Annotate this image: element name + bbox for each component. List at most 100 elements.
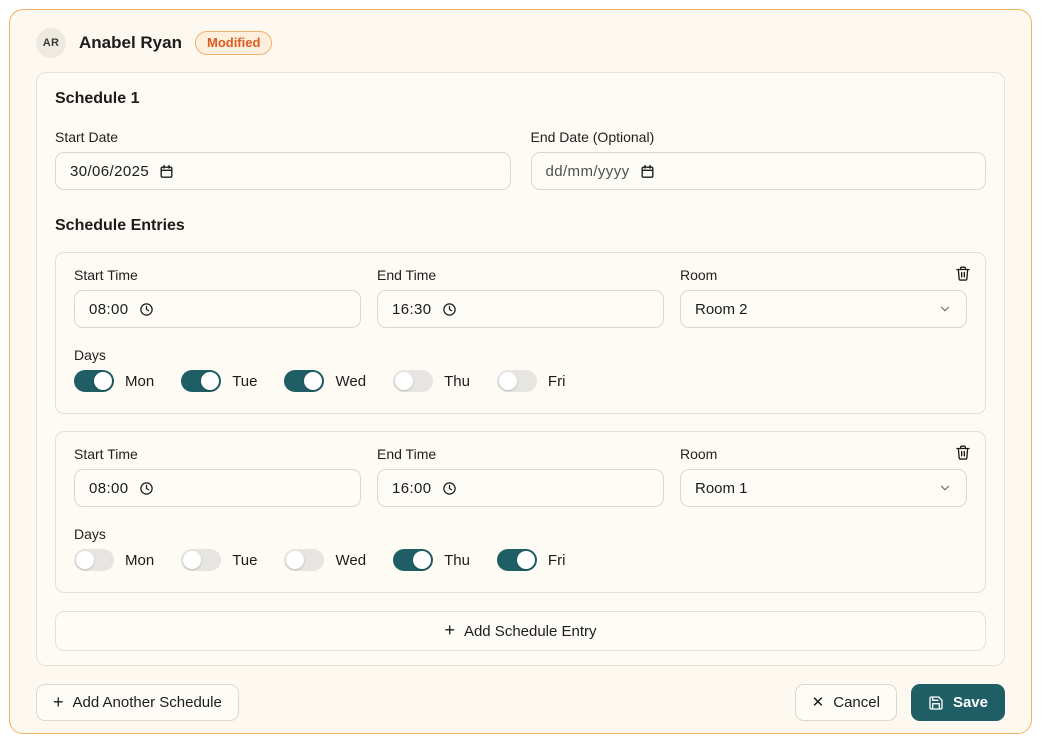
- add-schedule-entry-button[interactable]: + Add Schedule Entry: [55, 611, 986, 651]
- end-time-value: 16:30: [392, 300, 432, 318]
- footer-actions: + Add Another Schedule ✕ Cancel Save: [36, 684, 1005, 721]
- days-block: Days Mon Tue Wed: [74, 526, 967, 571]
- start-time-value: 08:00: [89, 300, 129, 318]
- toggle-switch[interactable]: [181, 370, 222, 392]
- delete-entry-button[interactable]: [952, 262, 974, 285]
- day-toggle-mon[interactable]: Mon: [74, 370, 154, 392]
- toggle-switch[interactable]: [74, 370, 114, 392]
- chevron-down-icon: [938, 302, 952, 316]
- cancel-label: Cancel: [833, 694, 880, 711]
- room-select[interactable]: Room 2: [680, 290, 967, 328]
- day-toggle-mon[interactable]: Mon: [74, 549, 154, 571]
- day-toggle-label: Fri: [547, 551, 566, 569]
- start-time-field-group: Start Time 08:00: [74, 267, 361, 328]
- toggle-switch[interactable]: [393, 370, 434, 392]
- clock-icon[interactable]: [442, 302, 457, 317]
- end-date-placeholder: dd/mm/yyyy: [545, 162, 630, 180]
- day-toggle-label: Tue: [232, 551, 258, 569]
- add-schedule-entry-label: Add Schedule Entry: [463, 622, 597, 640]
- start-date-label: Start Date: [55, 129, 119, 145]
- save-button[interactable]: Save: [910, 684, 1005, 721]
- toggle-switch[interactable]: [181, 549, 222, 571]
- toggle-switch[interactable]: [74, 549, 114, 571]
- day-toggle-label: Wed: [335, 372, 367, 390]
- start-date-value: 30/06/2025: [70, 162, 150, 180]
- entry-fields-row: Start Time 08:00 End Time 16:30: [74, 267, 967, 328]
- calendar-icon[interactable]: [640, 164, 655, 179]
- start-time-field-group: Start Time 08:00: [74, 446, 361, 507]
- trash-icon: [955, 266, 971, 285]
- clock-icon[interactable]: [139, 481, 154, 496]
- end-time-field-group: End Time 16:30: [377, 267, 664, 328]
- end-time-label: End Time: [377, 267, 437, 283]
- room-select[interactable]: Room 1: [680, 469, 967, 507]
- dates-row: Start Date 30/06/2025 End Date (Optional…: [55, 129, 986, 190]
- end-time-input[interactable]: 16:30: [377, 290, 664, 328]
- day-toggle-thu[interactable]: Thu: [393, 549, 470, 571]
- add-another-schedule-label: Add Another Schedule: [72, 694, 222, 711]
- trash-icon: [955, 445, 971, 464]
- save-icon: [928, 695, 944, 711]
- day-toggle-label: Mon: [125, 372, 155, 390]
- start-time-label: Start Time: [74, 267, 138, 283]
- calendar-icon[interactable]: [159, 164, 174, 179]
- room-label: Room: [680, 446, 718, 462]
- toggle-switch[interactable]: [496, 549, 537, 571]
- clock-icon[interactable]: [139, 302, 154, 317]
- schedule-section: Schedule 1 Start Date 30/06/2025: [36, 72, 1005, 666]
- end-time-value: 16:00: [392, 479, 432, 497]
- schedule-entry-card: Start Time 08:00 End Time 16:00: [55, 431, 986, 593]
- avatar: AR: [36, 28, 66, 58]
- days-row: Mon Tue Wed Thu: [74, 549, 967, 571]
- add-another-schedule-button[interactable]: + Add Another Schedule: [36, 684, 239, 721]
- modified-badge: Modified: [194, 31, 273, 55]
- day-toggle-label: Tue: [232, 372, 258, 390]
- end-time-input[interactable]: 16:00: [377, 469, 664, 507]
- end-date-input[interactable]: dd/mm/yyyy: [530, 152, 986, 190]
- toggle-switch[interactable]: [393, 549, 434, 571]
- delete-entry-button[interactable]: [952, 441, 974, 464]
- day-toggle-wed[interactable]: Wed: [284, 370, 366, 392]
- end-time-field-group: End Time 16:00: [377, 446, 664, 507]
- chevron-down-icon: [938, 481, 952, 495]
- day-toggle-fri[interactable]: Fri: [496, 370, 566, 392]
- start-time-value: 08:00: [89, 479, 129, 497]
- room-field-group: Room Room 1: [680, 446, 967, 507]
- end-date-label: End Date (Optional): [530, 129, 655, 145]
- day-toggle-label: Wed: [335, 551, 367, 569]
- start-date-input[interactable]: 30/06/2025: [55, 152, 511, 190]
- clock-icon[interactable]: [442, 481, 457, 496]
- footer-right-actions: ✕ Cancel Save: [794, 684, 1005, 721]
- day-toggle-thu[interactable]: Thu: [393, 370, 470, 392]
- day-toggle-label: Thu: [444, 372, 470, 390]
- room-selected-value: Room 2: [695, 300, 748, 318]
- day-toggle-label: Thu: [444, 551, 470, 569]
- start-time-label: Start Time: [74, 446, 138, 462]
- cancel-button[interactable]: ✕ Cancel: [794, 684, 897, 721]
- toggle-switch[interactable]: [284, 370, 325, 392]
- days-row: Mon Tue Wed Thu: [74, 370, 967, 392]
- day-toggle-fri[interactable]: Fri: [496, 549, 566, 571]
- toggle-switch[interactable]: [284, 549, 325, 571]
- schedule-entries-title: Schedule Entries: [55, 217, 185, 234]
- header: AR Anabel Ryan Modified: [24, 24, 1017, 72]
- schedule-title: Schedule 1: [55, 90, 140, 107]
- room-field-group: Room Room 2: [680, 267, 967, 328]
- toggle-switch[interactable]: [496, 370, 537, 392]
- day-toggle-wed[interactable]: Wed: [284, 549, 366, 571]
- start-time-input[interactable]: 08:00: [74, 469, 361, 507]
- days-label: Days: [74, 526, 106, 542]
- day-toggle-tue[interactable]: Tue: [181, 549, 257, 571]
- person-schedule-card: AR Anabel Ryan Modified Schedule 1 Start…: [9, 9, 1032, 734]
- person-name: Anabel Ryan: [79, 33, 182, 52]
- start-date-field-group: Start Date 30/06/2025: [55, 129, 511, 190]
- day-toggle-tue[interactable]: Tue: [181, 370, 257, 392]
- room-label: Room: [680, 267, 718, 283]
- save-label: Save: [952, 694, 988, 711]
- day-toggle-label: Fri: [547, 372, 566, 390]
- entry-fields-row: Start Time 08:00 End Time 16:00: [74, 446, 967, 507]
- start-time-input[interactable]: 08:00: [74, 290, 361, 328]
- schedule-entry-card: Start Time 08:00 End Time 16:30: [55, 252, 986, 414]
- end-date-field-group: End Date (Optional) dd/mm/yyyy: [530, 129, 986, 190]
- days-label: Days: [74, 347, 106, 363]
